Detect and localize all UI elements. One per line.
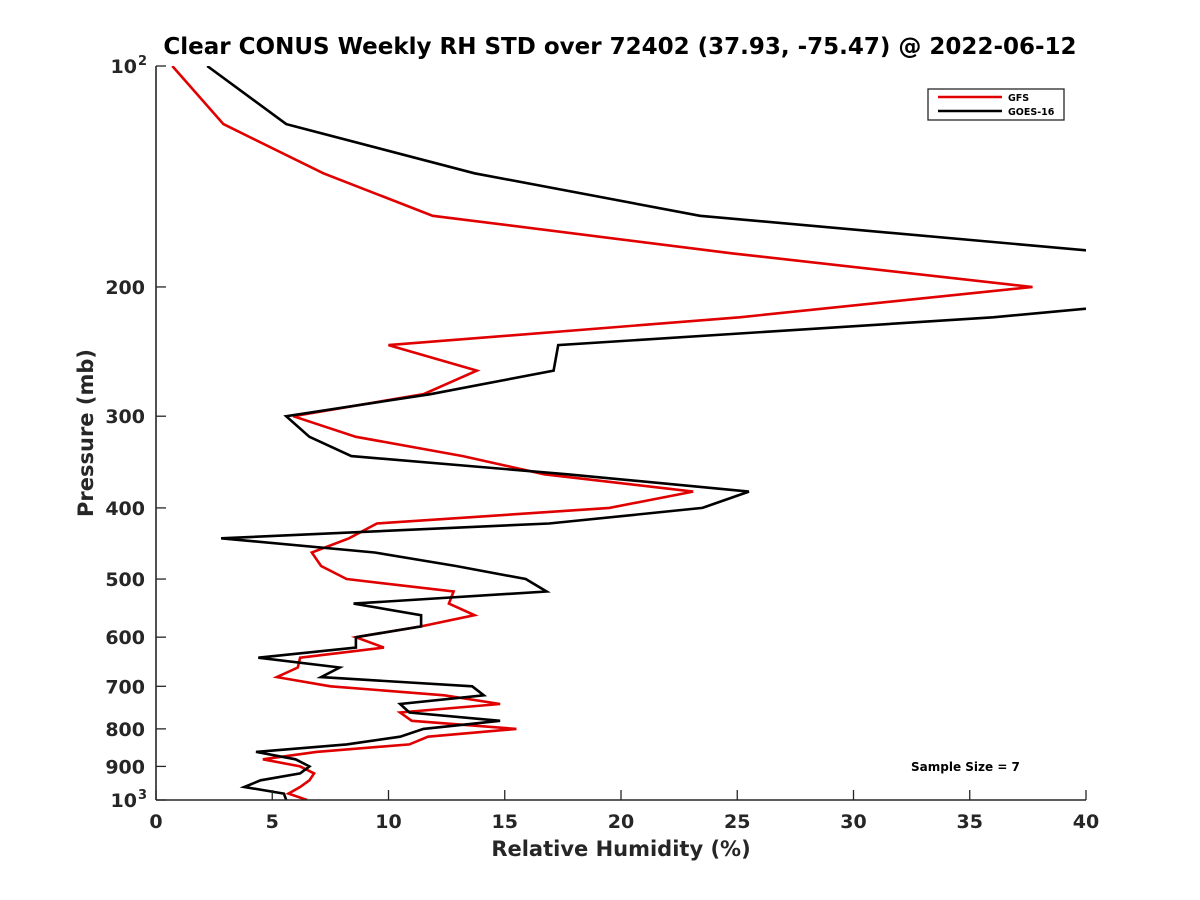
x-tick-label: 5 (266, 811, 279, 833)
legend-box (927, 88, 1065, 121)
series-layer (171, 66, 1086, 800)
sample-size-annotation: Sample Size = 7 (911, 760, 1020, 774)
x-tick-label: 15 (492, 811, 518, 833)
legend: GFS GOES-16 (927, 88, 1065, 121)
chart-title: Clear CONUS Weekly RH STD over 72402 (37… (163, 34, 1076, 60)
y-tick-label: 600 (105, 627, 145, 649)
y-tick-label: 10 (111, 56, 137, 78)
series-line-gfs (171, 66, 1033, 800)
y-tick-label: 900 (105, 756, 145, 778)
x-tick-label: 35 (957, 811, 983, 833)
y-tick-label: 700 (105, 676, 145, 698)
y-tick-label-exponent: 2 (138, 54, 147, 69)
x-tick-label: 30 (840, 811, 866, 833)
y-tick-label: 400 (105, 498, 145, 520)
y-tick-label: 800 (105, 719, 145, 741)
series-line-goes16 (206, 66, 1086, 800)
y-axis-label: Pressure (mb) (74, 349, 98, 517)
x-tick-label: 25 (724, 811, 750, 833)
y-tick-label: 300 (105, 406, 145, 428)
legend-label-goes16: GOES-16 (1008, 107, 1055, 118)
y-tick-label: 10 (111, 790, 137, 812)
x-tick-label: 20 (608, 811, 634, 833)
y-tick-label-exponent: 3 (138, 788, 147, 803)
y-tick-label: 500 (105, 569, 145, 591)
legend-label-gfs: GFS (1008, 93, 1029, 104)
x-ticks: 0 5 10 15 20 25 30 35 40 (149, 790, 1099, 833)
x-tick-label: 0 (149, 811, 162, 833)
x-tick-label: 10 (375, 811, 401, 833)
x-tick-label: 40 (1073, 811, 1099, 833)
y-tick-label: 200 (105, 277, 145, 299)
x-axis-label: Relative Humidity (%) (491, 837, 750, 861)
